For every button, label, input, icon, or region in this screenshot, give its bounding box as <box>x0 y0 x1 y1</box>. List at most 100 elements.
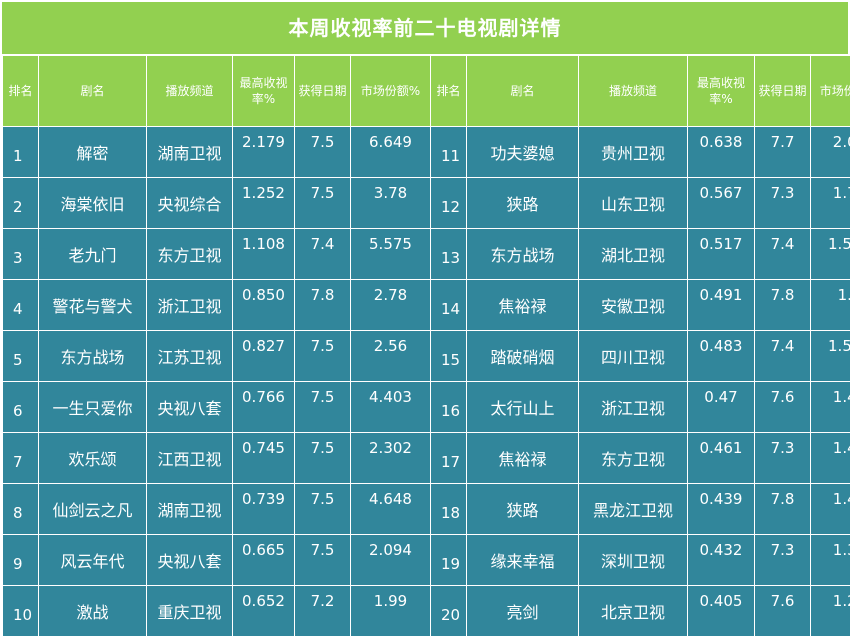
cell-name: 警花与警犬 <box>39 280 147 331</box>
cell-rank: 13 <box>431 229 467 280</box>
cell-name: 东方战场 <box>467 229 579 280</box>
cell-rating: 0.461 <box>688 433 755 484</box>
cell-channel: 东方卫视 <box>147 229 233 280</box>
cell-name: 太行山上 <box>467 382 579 433</box>
cell-rank: 18 <box>431 484 467 535</box>
cell-score: 7.8 <box>755 280 811 331</box>
cell-name: 狭路 <box>467 484 579 535</box>
cell-score: 7.5 <box>295 127 351 178</box>
cell-rank: 3 <box>3 229 39 280</box>
header-rank: 排名 <box>3 56 39 127</box>
cell-rank: 2 <box>3 178 39 229</box>
cell-score: 7.6 <box>755 382 811 433</box>
cell-channel: 重庆卫视 <box>147 586 233 637</box>
cell-channel: 湖北卫视 <box>579 229 688 280</box>
cell-rating: 0.47 <box>688 382 755 433</box>
cell-name: 老九门 <box>39 229 147 280</box>
cell-rating: 0.491 <box>688 280 755 331</box>
cell-score: 7.5 <box>295 331 351 382</box>
cell-rank: 8 <box>3 484 39 535</box>
cell-name: 解密 <box>39 127 147 178</box>
cell-share: 1.43 <box>811 484 850 535</box>
cell-share: 1.598 <box>811 229 850 280</box>
cell-channel: 深圳卫视 <box>579 535 688 586</box>
cell-rating: 0.665 <box>233 535 295 586</box>
cell-rating: 0.745 <box>233 433 295 484</box>
cell-channel: 北京卫视 <box>579 586 688 637</box>
cell-score: 7.5 <box>295 178 351 229</box>
header-share: 市场份额% <box>811 56 850 127</box>
cell-score: 7.4 <box>755 229 811 280</box>
cell-channel: 贵州卫视 <box>579 127 688 178</box>
cell-channel: 江西卫视 <box>147 433 233 484</box>
cell-score: 7.5 <box>295 535 351 586</box>
cell-score: 7.2 <box>295 586 351 637</box>
cell-rank: 14 <box>431 280 467 331</box>
cell-channel: 湖南卫视 <box>147 484 233 535</box>
cell-share: 1.27 <box>811 586 850 637</box>
cell-rating: 0.439 <box>688 484 755 535</box>
cell-score: 7.8 <box>755 484 811 535</box>
cell-share: 6.649 <box>351 127 431 178</box>
cell-channel: 央视八套 <box>147 535 233 586</box>
cell-rank: 10 <box>3 586 39 637</box>
cell-share: 1.513 <box>811 331 850 382</box>
cell-name: 亮剑 <box>467 586 579 637</box>
header-rank: 排名 <box>431 56 467 127</box>
cell-name: 功夫婆媳 <box>467 127 579 178</box>
cell-name: 缘来幸福 <box>467 535 579 586</box>
cell-name: 一生只爱你 <box>39 382 147 433</box>
cell-channel: 山东卫视 <box>579 178 688 229</box>
cell-score: 7.6 <box>755 586 811 637</box>
cell-share: 1.48 <box>811 382 850 433</box>
cell-rating: 1.108 <box>233 229 295 280</box>
cell-score: 7.4 <box>295 229 351 280</box>
cell-score: 7.3 <box>755 535 811 586</box>
cell-rank: 4 <box>3 280 39 331</box>
cell-rank: 7 <box>3 433 39 484</box>
cell-share: 4.403 <box>351 382 431 433</box>
cell-name: 焦裕禄 <box>467 433 579 484</box>
cell-name: 海棠依旧 <box>39 178 147 229</box>
table-header-row: 排名 剧名 播放频道 最高收视率% 获得日期 市场份额% 排名 剧名 播放频道 … <box>3 56 850 127</box>
cell-channel: 东方卫视 <box>579 433 688 484</box>
header-rating: 最高收视率% <box>688 56 755 127</box>
cell-rank: 1 <box>3 127 39 178</box>
cell-score: 7.5 <box>295 382 351 433</box>
cell-channel: 央视八套 <box>147 382 233 433</box>
cell-rating: 0.827 <box>233 331 295 382</box>
header-name: 剧名 <box>467 56 579 127</box>
cell-share: 5.575 <box>351 229 431 280</box>
cell-share: 2.302 <box>351 433 431 484</box>
header-name: 剧名 <box>39 56 147 127</box>
cell-share: 3.78 <box>351 178 431 229</box>
cell-rank: 16 <box>431 382 467 433</box>
cell-score: 7.3 <box>755 433 811 484</box>
cell-share: 1.71 <box>811 178 850 229</box>
cell-share: 2.56 <box>351 331 431 382</box>
header-channel: 播放频道 <box>579 56 688 127</box>
cell-channel: 江苏卫视 <box>147 331 233 382</box>
cell-rating: 1.252 <box>233 178 295 229</box>
cell-rank: 11 <box>431 127 467 178</box>
header-channel: 播放频道 <box>147 56 233 127</box>
cell-rating: 0.652 <box>233 586 295 637</box>
cell-score: 7.3 <box>755 178 811 229</box>
cell-name: 踏破硝烟 <box>467 331 579 382</box>
cell-rating: 0.766 <box>233 382 295 433</box>
cell-score: 7.5 <box>295 484 351 535</box>
header-share: 市场份额% <box>351 56 431 127</box>
cell-rank: 20 <box>431 586 467 637</box>
cell-share: 1.31 <box>811 535 850 586</box>
cell-channel: 四川卫视 <box>579 331 688 382</box>
cell-rank: 17 <box>431 433 467 484</box>
cell-name: 焦裕禄 <box>467 280 579 331</box>
cell-rank: 19 <box>431 535 467 586</box>
cell-name: 仙剑云之凡 <box>39 484 147 535</box>
cell-rating: 0.638 <box>688 127 755 178</box>
